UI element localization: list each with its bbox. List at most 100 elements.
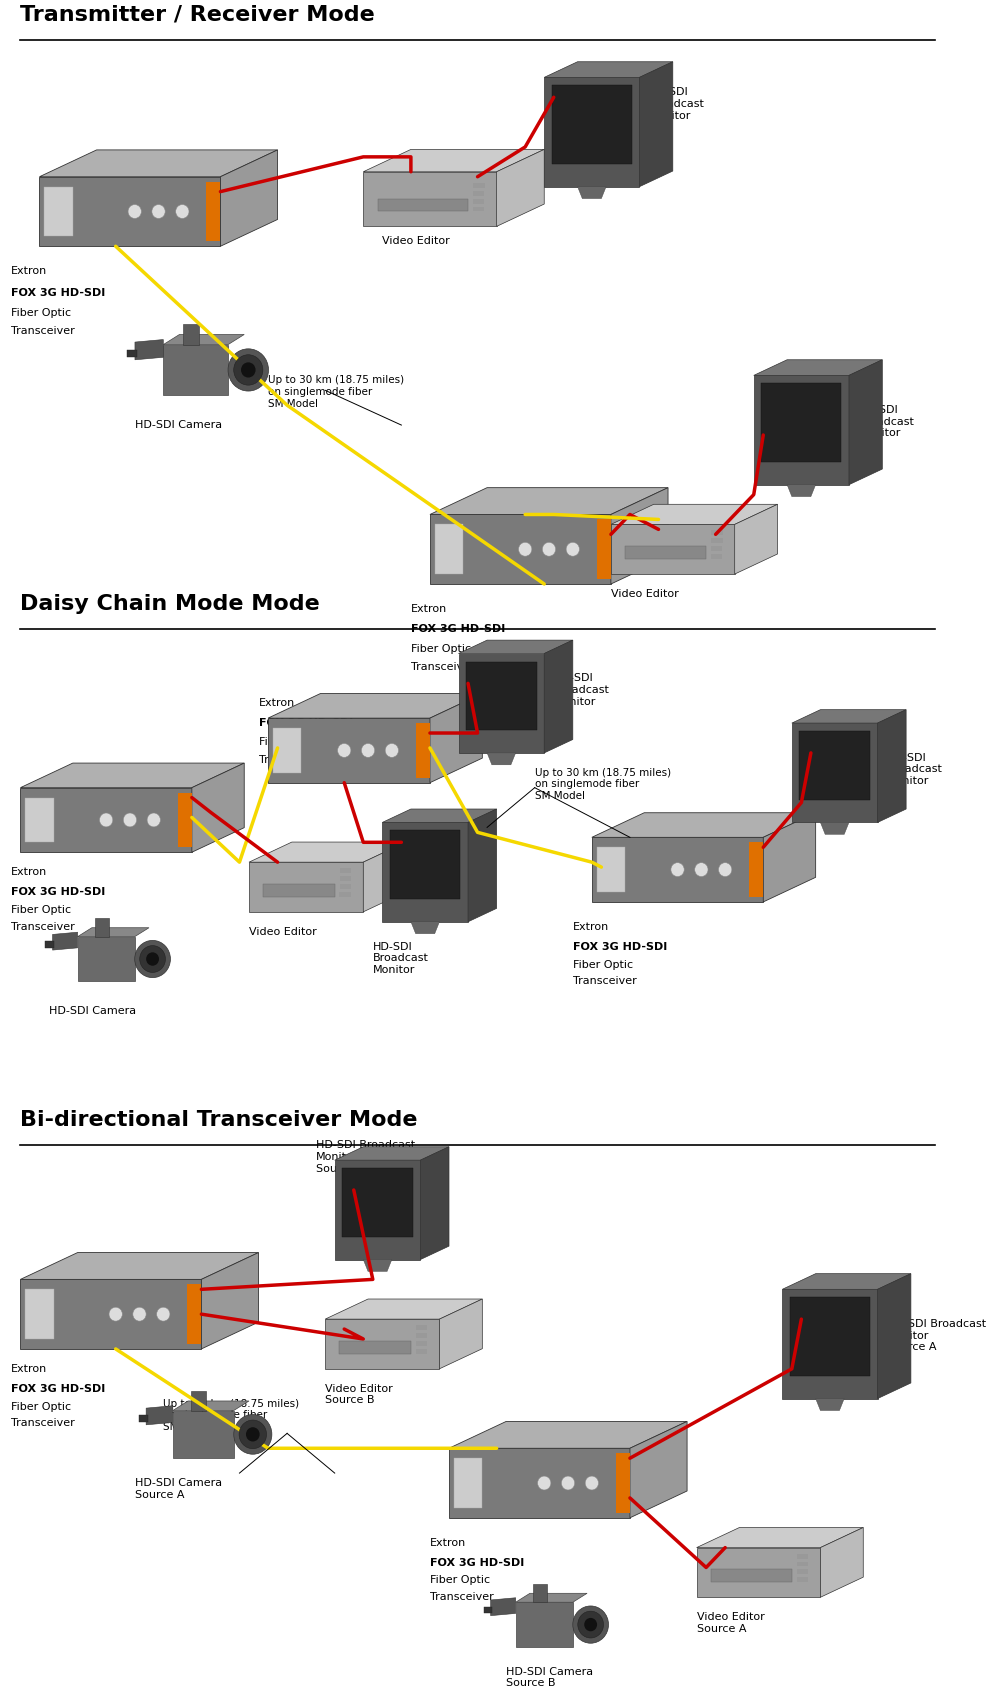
Bar	[340, 885, 351, 890]
Polygon shape	[790, 1297, 870, 1375]
Polygon shape	[382, 808, 497, 822]
Polygon shape	[146, 1406, 173, 1425]
Polygon shape	[630, 1421, 687, 1518]
Text: HD-SDI
Broadcast
Monitor: HD-SDI Broadcast Monitor	[859, 406, 914, 438]
Text: FOX 3G HD-SDI: FOX 3G HD-SDI	[11, 886, 105, 897]
Polygon shape	[697, 1547, 820, 1598]
Polygon shape	[430, 487, 668, 514]
Text: Extron: Extron	[573, 922, 609, 932]
Polygon shape	[516, 1593, 587, 1603]
Circle shape	[695, 863, 708, 876]
Polygon shape	[249, 863, 363, 912]
Polygon shape	[516, 1603, 573, 1647]
Polygon shape	[39, 177, 220, 246]
Polygon shape	[799, 732, 870, 800]
Polygon shape	[761, 384, 841, 462]
Polygon shape	[639, 61, 673, 187]
Polygon shape	[20, 762, 244, 788]
Text: Transceiver: Transceiver	[11, 1418, 75, 1428]
Text: HD-SDI Camera: HD-SDI Camera	[135, 419, 222, 430]
Polygon shape	[339, 1341, 411, 1353]
Circle shape	[109, 1307, 122, 1321]
Polygon shape	[191, 1391, 206, 1411]
Text: HD-SDI
Broadcast
Monitor: HD-SDI Broadcast Monitor	[373, 942, 429, 975]
Polygon shape	[849, 360, 882, 484]
Text: Up to 30 km (18.75 miles)
on singlemode fiber
SM Model: Up to 30 km (18.75 miles) on singlemode …	[535, 767, 671, 801]
Polygon shape	[325, 1319, 439, 1369]
Polygon shape	[25, 798, 54, 842]
Bar	[45, 941, 54, 947]
Text: Fiber Optic: Fiber Optic	[11, 1401, 71, 1411]
Polygon shape	[411, 922, 439, 934]
Bar	[473, 199, 484, 204]
Polygon shape	[754, 375, 849, 484]
Polygon shape	[611, 525, 735, 574]
Circle shape	[573, 1606, 609, 1644]
Polygon shape	[430, 514, 611, 584]
Polygon shape	[342, 1168, 413, 1236]
Polygon shape	[416, 723, 430, 778]
Polygon shape	[878, 1274, 911, 1399]
Polygon shape	[420, 1146, 449, 1260]
Text: HD-SDI Broadcast
Monitor
Source A: HD-SDI Broadcast Monitor Source A	[887, 1319, 986, 1352]
Text: HD-SDI Broadcast
Monitor
Source B: HD-SDI Broadcast Monitor Source B	[316, 1141, 415, 1173]
Polygon shape	[878, 710, 906, 822]
Circle shape	[239, 1420, 267, 1448]
Polygon shape	[430, 693, 482, 783]
Polygon shape	[735, 504, 778, 574]
Text: Fiber Optic: Fiber Optic	[11, 307, 71, 318]
Circle shape	[234, 355, 263, 385]
Bar	[797, 1569, 808, 1574]
Circle shape	[585, 1476, 599, 1489]
Circle shape	[128, 204, 141, 219]
Text: Transmitter / Receiver Mode: Transmitter / Receiver Mode	[20, 5, 375, 25]
Text: Extron: Extron	[259, 698, 295, 708]
Polygon shape	[763, 813, 816, 902]
Polygon shape	[787, 484, 816, 496]
Polygon shape	[459, 640, 573, 654]
Polygon shape	[468, 808, 497, 922]
Polygon shape	[268, 693, 482, 718]
Polygon shape	[163, 345, 228, 396]
Text: HD-SDI
Broadcast
Monitor: HD-SDI Broadcast Monitor	[649, 87, 705, 121]
Circle shape	[99, 813, 113, 827]
Circle shape	[361, 744, 375, 757]
Bar	[711, 530, 723, 535]
Polygon shape	[20, 788, 192, 852]
Text: Bi-directional Transceiver Mode: Bi-directional Transceiver Mode	[20, 1110, 418, 1131]
Bar	[711, 547, 722, 552]
Text: Video Editor: Video Editor	[382, 236, 450, 246]
Circle shape	[140, 946, 165, 973]
Polygon shape	[390, 830, 460, 898]
Text: Fiber Optic: Fiber Optic	[411, 644, 471, 654]
Polygon shape	[363, 1260, 392, 1272]
Circle shape	[561, 1476, 575, 1489]
Text: Daisy Chain Mode Mode: Daisy Chain Mode Mode	[20, 594, 320, 613]
Polygon shape	[497, 149, 544, 226]
Text: FOX 3G HD-SDI: FOX 3G HD-SDI	[430, 1557, 524, 1567]
Bar	[139, 1416, 148, 1423]
Polygon shape	[95, 919, 109, 937]
Polygon shape	[611, 487, 668, 584]
Polygon shape	[178, 793, 192, 847]
Circle shape	[719, 863, 732, 876]
Polygon shape	[820, 1528, 863, 1598]
Text: Video Editor
Source A: Video Editor Source A	[697, 1611, 764, 1633]
Polygon shape	[820, 822, 849, 834]
Polygon shape	[201, 1253, 259, 1348]
Bar	[711, 554, 722, 559]
Text: Video Editor: Video Editor	[611, 589, 679, 599]
Circle shape	[519, 542, 532, 557]
Text: Fiber Optic: Fiber Optic	[259, 737, 319, 747]
Polygon shape	[611, 504, 778, 525]
Polygon shape	[25, 1289, 54, 1340]
Polygon shape	[449, 1448, 630, 1518]
Circle shape	[228, 348, 269, 391]
Polygon shape	[597, 847, 625, 891]
Bar	[340, 868, 351, 873]
Bar	[416, 1324, 427, 1330]
Polygon shape	[363, 171, 497, 226]
Circle shape	[157, 1307, 170, 1321]
Polygon shape	[378, 199, 468, 212]
Text: Fiber Optic: Fiber Optic	[430, 1576, 490, 1586]
